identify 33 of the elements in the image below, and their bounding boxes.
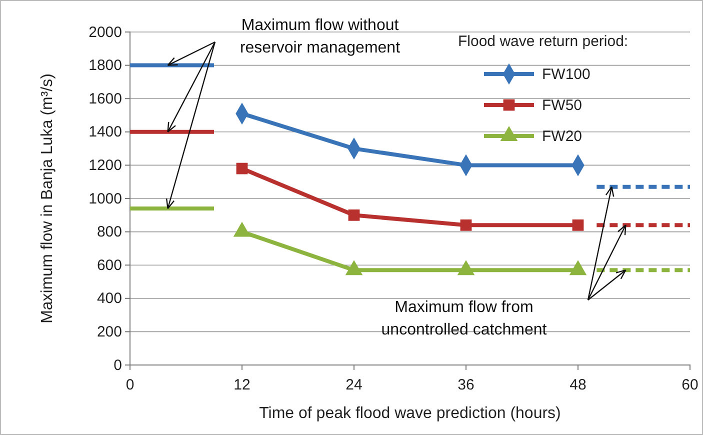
legend-label: FW100: [542, 66, 590, 83]
x-tick-label: 12: [234, 376, 250, 394]
point: [572, 219, 584, 231]
y-tick-label: 1800: [88, 57, 122, 74]
y-tick-label: 0: [114, 356, 122, 374]
point: [460, 219, 472, 231]
y-axis-title: Maximum flow in Banja Luka (m³/s): [39, 74, 56, 324]
y-tick-label: 1400: [88, 124, 122, 141]
y-tick-label: 1600: [88, 90, 122, 108]
point: [348, 209, 360, 221]
y-tick-label: 400: [96, 290, 122, 308]
x-tick-label: 0: [126, 376, 134, 394]
point: [457, 260, 475, 276]
y-tick-label: 1200: [88, 157, 122, 174]
point: [233, 222, 251, 237]
y-tick-label: 800: [96, 224, 122, 241]
point: [569, 260, 587, 276]
point: [236, 162, 248, 174]
legend-label: FW20: [542, 128, 582, 145]
y-tick-label: 200: [96, 324, 122, 340]
x-axis-title: Time of peak flood wave prediction (hours): [259, 405, 561, 422]
y-tick-label: 600: [96, 256, 122, 274]
y-tick-label: 2000: [88, 24, 122, 41]
x-tick-label: 60: [682, 376, 698, 394]
x-tick-label: 36: [458, 376, 474, 394]
legend-title: Flood wave return period:: [458, 33, 628, 50]
annotation: Maximum flow without reservoir management: [240, 17, 401, 56]
point: [345, 260, 363, 276]
y-tick-label: 1000: [88, 190, 122, 208]
legend-label: FW50: [542, 97, 582, 114]
annotation: Maximum flow from uncontrolled catchment: [381, 299, 548, 338]
x-tick-label: 48: [570, 376, 586, 394]
x-tick-label: 24: [346, 376, 362, 394]
